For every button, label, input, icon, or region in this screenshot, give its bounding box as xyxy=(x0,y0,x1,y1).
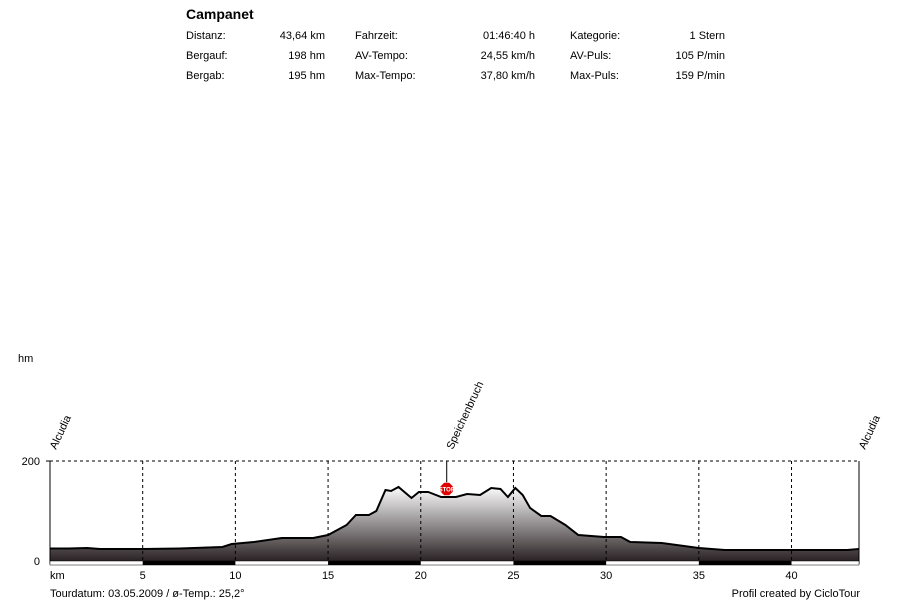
km-bar-segment xyxy=(328,561,421,565)
km-bar-segment xyxy=(698,561,792,565)
stat-label: Kategorie: xyxy=(570,30,621,42)
x-tick-label: 5 xyxy=(140,570,146,582)
km-bar-segment xyxy=(142,561,236,565)
waypoint-label: Speichenbruch xyxy=(445,380,487,452)
footer-date-temp: Tourdatum: 03.05.2009 / ø-Temp.: 25,2° xyxy=(50,588,245,600)
x-tick-label: 10 xyxy=(229,570,241,582)
stat-label: AV-Tempo: xyxy=(355,50,408,62)
stat-label: Max-Puls: xyxy=(570,70,619,82)
stat-value: 195 hm xyxy=(288,70,325,82)
stat-label: Bergauf: xyxy=(186,50,228,62)
waypoint-label: Alcudia xyxy=(857,413,883,452)
stat-label: Bergab: xyxy=(186,70,225,82)
x-tick-label: 25 xyxy=(507,570,519,582)
stat-label: Max-Tempo: xyxy=(355,70,416,82)
stat-value: 198 hm xyxy=(288,50,325,62)
x-tick-label: 35 xyxy=(693,570,705,582)
stop-sign-label: STOP xyxy=(439,488,455,494)
y-tick-label: 0 xyxy=(34,556,40,568)
stat-value: 24,55 km/h xyxy=(480,50,535,62)
x-axis-label: km xyxy=(50,570,65,582)
stat-value: 1 Stern xyxy=(689,30,725,42)
stat-value: 37,80 km/h xyxy=(480,70,535,82)
x-tick-label: 40 xyxy=(785,570,797,582)
y-axis-label: hm xyxy=(18,353,33,365)
footer-credit: Profil created by CicloTour xyxy=(732,588,861,600)
stat-value: 01:46:40 h xyxy=(483,30,535,42)
km-bar xyxy=(49,560,860,566)
x-tick-label: 20 xyxy=(415,570,427,582)
elevation-line xyxy=(50,485,860,551)
stat-value: 105 P/min xyxy=(675,50,725,62)
stat-label: Fahrzeit: xyxy=(355,30,398,42)
waypoint-label: Alcudia xyxy=(48,413,74,452)
stat-label: Distanz: xyxy=(186,30,226,42)
stat-value: 43,64 km xyxy=(279,30,325,42)
x-tick-label: 15 xyxy=(322,570,334,582)
x-tick-label: 30 xyxy=(600,570,612,582)
tour-title: Campanet xyxy=(186,6,254,22)
stat-value: 159 P/min xyxy=(675,70,725,82)
stop-sign-icon xyxy=(439,482,454,496)
km-bar-segment xyxy=(513,561,607,565)
stat-label: AV-Puls: xyxy=(570,50,612,62)
y-tick-label: 200 xyxy=(22,456,40,468)
